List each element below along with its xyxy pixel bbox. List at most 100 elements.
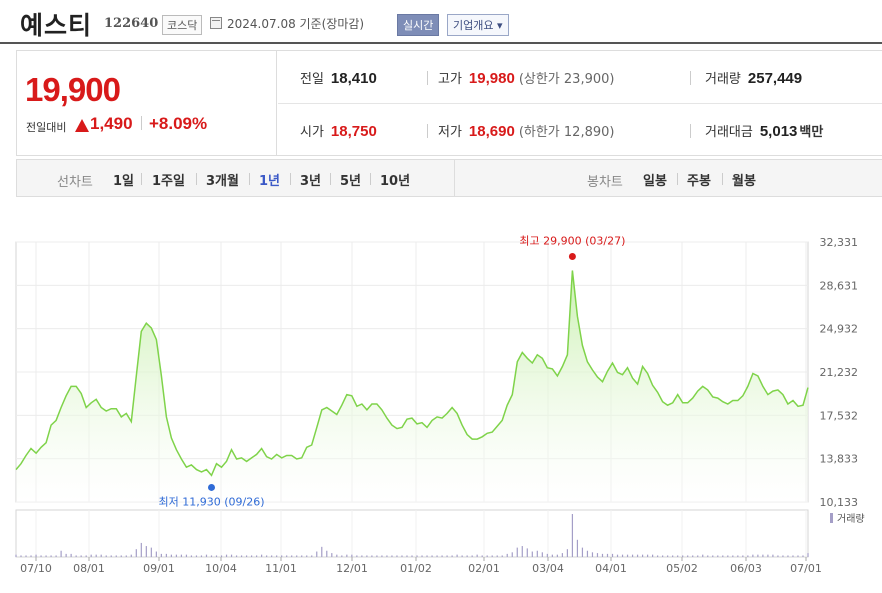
volume-bar: [727, 555, 729, 557]
volume-bar: [371, 555, 373, 557]
volume-bar: [772, 554, 774, 557]
volume-bar: [566, 549, 568, 557]
volume-bar: [541, 552, 543, 557]
x-tick-label: 07/01: [790, 562, 822, 575]
volume-bar: [616, 554, 619, 557]
volume-bar: [200, 555, 203, 557]
open-price: 시가 18,750: [300, 123, 377, 140]
volume-bar: [571, 514, 574, 557]
period-1w[interactable]: 1주일: [152, 174, 185, 189]
volume-bar: [682, 555, 684, 557]
price-line: [15, 270, 809, 477]
volume-bar: [511, 552, 513, 557]
volume-bar: [792, 555, 794, 557]
volume-bar: [586, 550, 589, 557]
volume-bar: [286, 555, 288, 557]
volume-bar: [90, 554, 92, 557]
volume-bar: [501, 555, 503, 557]
volume-bar: [646, 554, 649, 557]
x-tick-label: 04/01: [595, 562, 627, 575]
volume-bar: [195, 555, 198, 557]
volume-bar: [441, 555, 443, 557]
volume-bar: [391, 555, 393, 557]
volume-bar: [702, 554, 704, 557]
volume-bar: [15, 554, 17, 557]
volume-bar: [742, 555, 744, 557]
line-chart-label: 선차트: [57, 175, 93, 190]
period-10y[interactable]: 10년: [380, 174, 411, 189]
stock-code: 122640: [104, 16, 159, 31]
volume-bar: [461, 555, 463, 557]
period-3y[interactable]: 3년: [300, 174, 322, 189]
volume-bar: [271, 555, 273, 557]
volume-bar: [311, 555, 313, 557]
volume-bar: [481, 555, 483, 557]
volume-bar: [466, 555, 468, 557]
x-tick-label: 08/01: [73, 562, 105, 575]
volume-bar: [446, 555, 448, 557]
volume-bar: [797, 555, 799, 557]
volume-bar: [677, 555, 679, 557]
period-3m[interactable]: 3개월: [206, 174, 239, 189]
period-1d[interactable]: 1일: [113, 174, 135, 189]
volume-bar: [145, 546, 147, 557]
x-tick-label: 10/04: [205, 562, 237, 575]
price-summary: 19,900 전일대비 1,490 +8.09% 전일 18,410 고가 19,9…: [16, 50, 882, 156]
volume-bar: [70, 553, 72, 557]
volume-bar: [281, 555, 283, 557]
volume-bar: [366, 555, 368, 557]
volume-bar: [100, 554, 102, 557]
price-chart: 32,331 28,631 24,932 21,232 17,532 13,833 10,1…: [15, 234, 865, 575]
low-price: 저가 18,690 (하한가 12,890): [438, 123, 615, 140]
volume-bar: [757, 554, 759, 557]
company-overview-dropdown[interactable]: 기업개요 ▾: [447, 14, 509, 36]
volume-bar: [626, 554, 629, 557]
y-tick-label: 28,631: [820, 279, 859, 292]
volume-bar: [336, 554, 338, 557]
candle-daily[interactable]: 일봉: [643, 174, 667, 189]
market-badge: 코스닥: [162, 15, 203, 35]
candle-monthly[interactable]: 월봉: [732, 174, 756, 189]
volume-bar: [657, 555, 659, 557]
volume-bar: [581, 547, 584, 557]
volume-bar: [316, 551, 318, 557]
volume-bar: [687, 555, 689, 557]
current-price: 19,900: [25, 71, 121, 108]
volume-bar: [722, 555, 724, 557]
candle-weekly[interactable]: 주봉: [687, 174, 711, 189]
volume-bar: [165, 553, 167, 557]
period-1y[interactable]: 1년: [259, 174, 281, 189]
volume-bar: [40, 555, 42, 557]
calendar-icon: [210, 17, 222, 29]
volume-bar: [717, 555, 719, 557]
volume-bar: [225, 554, 228, 557]
volume-bar: [576, 539, 579, 557]
volume-bar: [261, 554, 263, 557]
volume-bar: [802, 555, 804, 557]
volume-bar: [406, 555, 408, 557]
volume-bar: [471, 555, 473, 557]
period-5y[interactable]: 5년: [340, 174, 362, 189]
volume-bar: [621, 554, 624, 557]
volume-bar: [526, 548, 528, 557]
volume-bar: [306, 555, 308, 557]
volume-bar: [155, 551, 157, 557]
volume-bar: [266, 555, 268, 557]
volume-bar: [692, 555, 694, 557]
volume-bar: [45, 555, 47, 557]
volume-bar: [376, 555, 378, 557]
volume-bar: [707, 555, 709, 557]
low-annotation: 최저 11,930 (09/26): [158, 495, 264, 508]
volume-bar: [732, 555, 734, 557]
volume-bar: [596, 553, 599, 557]
x-tick-label: 03/04: [532, 562, 564, 575]
volume-bar: [546, 553, 548, 557]
volume-bar: [506, 553, 508, 557]
volume-bar: [386, 555, 388, 557]
current-price-panel: 19,900 전일대비 1,490 +8.09%: [17, 51, 277, 155]
volume-bar: [601, 553, 604, 557]
y-tick-label: 24,932: [820, 323, 859, 336]
volume-bar: [331, 553, 333, 557]
realtime-button[interactable]: 실시간: [397, 14, 440, 36]
volume-bar: [401, 555, 403, 557]
